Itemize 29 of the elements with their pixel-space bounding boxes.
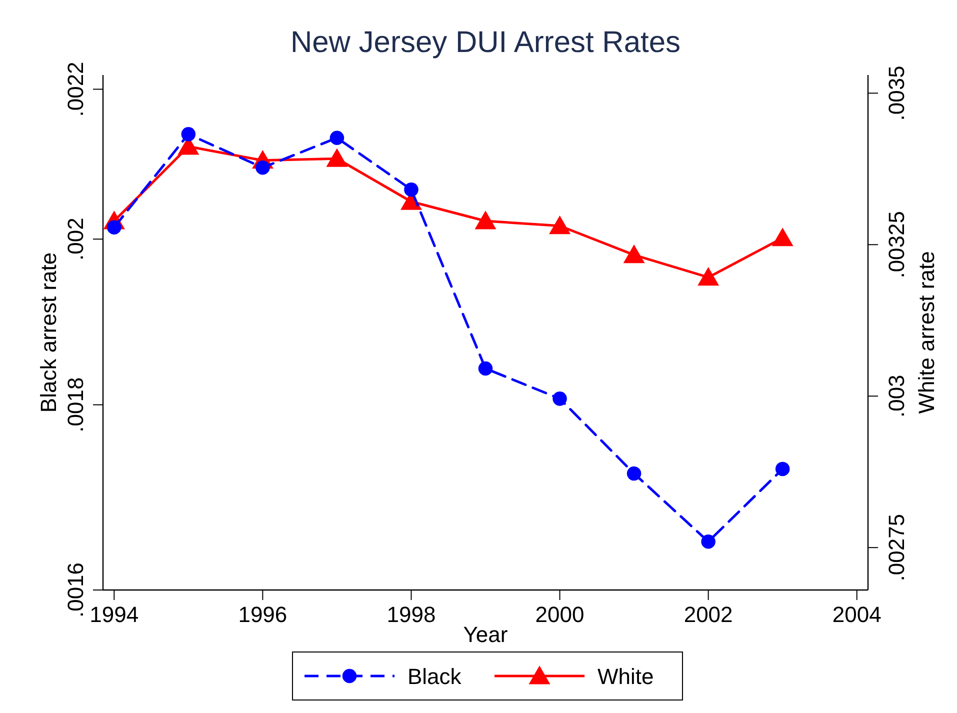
legend-label: Black [408, 664, 462, 689]
point [256, 160, 270, 175]
y-tick-label: .0022 [63, 62, 88, 117]
point [701, 534, 716, 549]
x-tick-label: 1996 [238, 602, 288, 627]
point [552, 392, 567, 406]
y2-tick-label: .00325 [884, 211, 909, 278]
y2-axis-title: White arrest rate [914, 251, 939, 414]
y-tick-label: .0016 [63, 562, 88, 618]
x-tick-label: 2002 [684, 602, 733, 627]
x-tick-label: 1994 [90, 602, 139, 627]
point [775, 462, 790, 476]
y-axis-title: Black arrest rate [36, 252, 61, 413]
y2-tick-label: .00275 [884, 514, 909, 582]
point [181, 127, 196, 142]
x-axis-title: Year [463, 622, 508, 647]
y-tick-label: .002 [63, 218, 88, 261]
point [330, 130, 344, 145]
legend-label: White [598, 664, 654, 689]
x-tick-label: 1998 [386, 602, 436, 627]
chart-title: New Jersey DUI Arrest Rates [290, 26, 681, 59]
y2-tick-label: .003 [884, 374, 909, 418]
x-tick-label: 2000 [535, 602, 584, 627]
y2-tick-label: .0035 [884, 66, 909, 121]
point [404, 182, 418, 197]
point [478, 361, 493, 376]
point [626, 466, 642, 481]
x-tick-label: 2004 [832, 602, 882, 627]
y-tick-label: .0018 [63, 377, 88, 432]
